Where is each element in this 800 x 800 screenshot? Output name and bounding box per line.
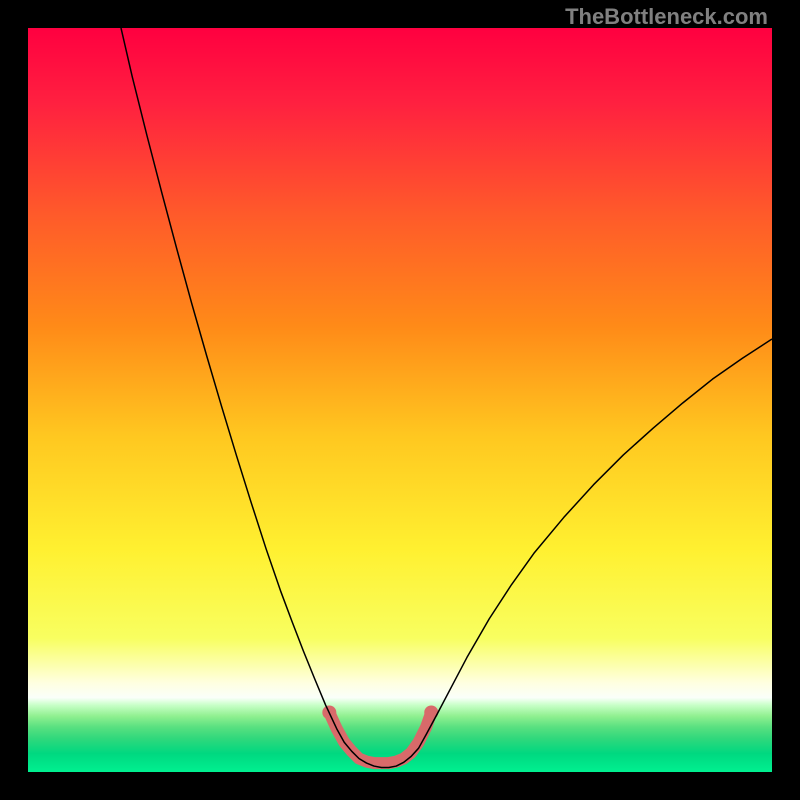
chart-frame: TheBottleneck.com — [0, 0, 800, 800]
plot-area — [28, 28, 772, 772]
gradient-background — [28, 28, 772, 772]
watermark-text: TheBottleneck.com — [565, 4, 768, 30]
bottleneck-chart — [28, 28, 772, 772]
